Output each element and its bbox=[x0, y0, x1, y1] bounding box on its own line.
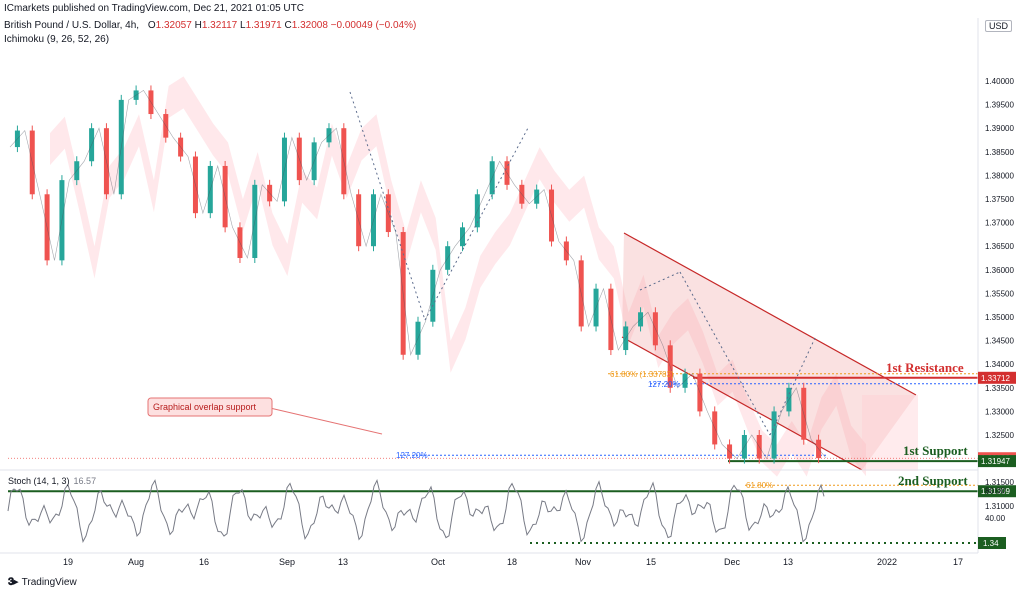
stoch-name: Stoch (14, 1, 3) bbox=[8, 476, 70, 486]
watermark-text: TradingView bbox=[21, 576, 77, 588]
y-tick-label: 1.33000 bbox=[985, 407, 1014, 416]
zigzag-segment bbox=[639, 271, 681, 291]
channel-lower-line bbox=[621, 336, 863, 471]
y-tick-label: 1.31500 bbox=[985, 478, 1014, 487]
tradingview-logo-icon: 𝟑▸ bbox=[8, 576, 19, 588]
fib-618-lower-label: 61.80% bbox=[746, 481, 773, 490]
fib-618-upper-label: 61.80% (1.33783) bbox=[610, 370, 674, 379]
low-value: 1.31971 bbox=[245, 20, 282, 31]
fib-127-lower-label: 127.20% bbox=[396, 451, 428, 460]
close-value: 1.32008 bbox=[291, 20, 328, 31]
currency-button[interactable]: USD bbox=[985, 20, 1013, 32]
y-tick-label: 1.39500 bbox=[985, 101, 1014, 110]
y-tick-label: 1.32500 bbox=[985, 431, 1014, 440]
price-axis[interactable]: 1.40000 1.39500 1.39000 1.38500 1.38000 1.375… bbox=[977, 18, 1016, 553]
symbol-name: British Pound / U.S. Dollar, 4h, bbox=[4, 20, 140, 31]
stochastic-pane: 80.00 40.00 1.34 bbox=[0, 469, 1006, 549]
projection-area bbox=[862, 395, 918, 471]
resistance-1-badge: 1.33712 bbox=[981, 374, 1010, 383]
support-1-badge-bg bbox=[978, 455, 1016, 468]
y-tick-label: 1.35500 bbox=[985, 289, 1014, 298]
x-tick-label: 15 bbox=[646, 557, 656, 567]
callout-pointer bbox=[269, 407, 383, 435]
y-tick-label: 1.39000 bbox=[985, 124, 1014, 133]
x-tick-label: Aug bbox=[128, 557, 144, 567]
support-2-badge-bg bbox=[978, 485, 1016, 498]
tradingview-watermark[interactable]: 𝟑▸ TradingView bbox=[8, 575, 77, 589]
y-tick-label: 1.38000 bbox=[985, 171, 1014, 180]
y-tick-label: 1.34500 bbox=[985, 337, 1014, 346]
callout-box bbox=[147, 397, 273, 417]
price-line bbox=[9, 89, 827, 460]
y-tick-label: 1.37500 bbox=[985, 195, 1014, 204]
change-value: −0.00049 (−0.04%) bbox=[330, 20, 417, 31]
x-tick-label: Nov bbox=[575, 557, 592, 567]
indicator-label[interactable]: Ichimoku (9, 26, 52, 26) bbox=[4, 34, 110, 45]
overlap-callout-label: Graphical overlap support bbox=[153, 402, 257, 412]
x-tick-label: Sep bbox=[279, 557, 295, 567]
x-tick-label: 2022 bbox=[877, 557, 897, 567]
y-tick-label: 1.33500 bbox=[985, 384, 1014, 393]
stoch-badge: 1.34 bbox=[983, 539, 999, 548]
ohlc-values: O1.32057 H1.32117 L1.31971 C1.32008 −0.0… bbox=[148, 20, 416, 31]
zigzag-lines bbox=[349, 91, 816, 436]
x-tick-label: Oct bbox=[431, 557, 446, 567]
cloud-band bbox=[50, 76, 866, 477]
open-label: O bbox=[147, 20, 156, 31]
stoch-value: 16.57 bbox=[73, 476, 97, 486]
y-tick-label: 1.35000 bbox=[985, 313, 1014, 322]
y-tick-label: 1.38500 bbox=[985, 148, 1014, 157]
x-tick-label: 16 bbox=[199, 557, 209, 567]
x-tick-label: 13 bbox=[338, 557, 348, 567]
descending-channel[interactable] bbox=[621, 232, 918, 471]
publisher-line: ICmarkets published on TradingView.com, … bbox=[4, 3, 304, 14]
support-2-label: 2nd Support bbox=[898, 473, 968, 488]
close-label: C bbox=[284, 20, 292, 31]
low-label: L bbox=[240, 20, 246, 31]
zigzag-segment bbox=[679, 271, 771, 436]
x-tick-label: 18 bbox=[507, 557, 517, 567]
price-series bbox=[9, 85, 827, 464]
channel-fill bbox=[622, 233, 916, 470]
resistance-1-label: 1st Resistance bbox=[886, 360, 964, 375]
zigzag-segment bbox=[349, 91, 426, 321]
y-tick-label: 1.37000 bbox=[985, 219, 1014, 228]
time-axis[interactable]: 19 Aug 16 Sep 13 Oct 18 Nov 15 Dec 13 2022 17 bbox=[0, 552, 978, 567]
stoch-tick-label: 40.00 bbox=[985, 514, 1006, 523]
stoch-line bbox=[7, 478, 825, 543]
y-tick-label: 1.31000 bbox=[985, 502, 1014, 511]
y-tick-label: 1.36500 bbox=[985, 242, 1014, 251]
high-value: 1.32117 bbox=[201, 20, 238, 31]
x-tick-label: 19 bbox=[63, 557, 73, 567]
support-1-label: 1st Support bbox=[903, 443, 968, 458]
support-2-badge: 1.31309 bbox=[981, 487, 1010, 496]
open-value: 1.32057 bbox=[155, 20, 192, 31]
annotation-labels: 1st Resistance 1st Support 2nd Support 61.8… bbox=[147, 360, 968, 490]
zigzag-segment bbox=[424, 127, 529, 321]
stoch-tick-label: 80.00 bbox=[985, 487, 1006, 496]
x-tick-label: Dec bbox=[724, 557, 741, 567]
ichimoku-cloud bbox=[50, 76, 866, 477]
x-tick-label: 17 bbox=[953, 557, 963, 567]
stoch-badge-bg bbox=[978, 537, 1006, 549]
support-1-badge: 1.31947 bbox=[981, 457, 1010, 466]
fib-127-upper-label: 127.20% bbox=[648, 380, 680, 389]
y-tick-label: 1.34000 bbox=[985, 360, 1014, 369]
channel-upper-line bbox=[623, 232, 917, 396]
y-tick-label: 1.36000 bbox=[985, 266, 1014, 275]
stoch-label[interactable]: Stoch (14, 1, 3) 16.57 bbox=[8, 476, 96, 486]
horizontal-levels[interactable] bbox=[8, 373, 978, 493]
high-label: H bbox=[194, 20, 202, 31]
symbol-line: British Pound / U.S. Dollar, 4h, O1.3205… bbox=[4, 20, 416, 31]
y-tick-label: 1.40000 bbox=[985, 77, 1014, 86]
resistance-1-badge-bg bbox=[978, 371, 1016, 384]
x-tick-label: 13 bbox=[783, 557, 793, 567]
